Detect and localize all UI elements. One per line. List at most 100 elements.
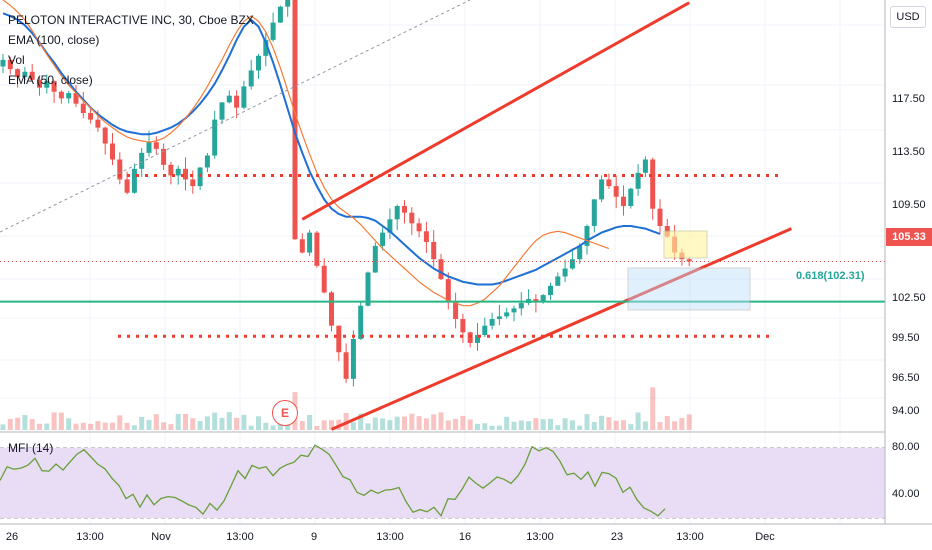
time-tick: 13:00: [526, 531, 554, 543]
time-tick: 13:00: [676, 531, 704, 543]
candle: [168, 164, 174, 176]
price-tick: 113.50: [892, 145, 925, 158]
volume-bar: [44, 423, 50, 430]
volume-bar: [504, 416, 510, 430]
price-tick: 109.50: [892, 199, 926, 212]
volume-bar: [51, 412, 57, 430]
volume-bar: [190, 418, 196, 430]
volume-bar: [212, 412, 218, 430]
volume-bar: [73, 423, 79, 430]
volume-bar: [621, 420, 626, 430]
mfi-band: [0, 447, 885, 519]
volume-bar: [467, 419, 473, 430]
volume-bar: [409, 413, 415, 430]
candle: [365, 272, 371, 306]
volume-bar: [263, 422, 269, 430]
candle: [475, 334, 480, 343]
volume-bar: [153, 414, 159, 430]
volume-bar: [270, 425, 276, 430]
ema100-legend[interactable]: EMA (100, close): [8, 33, 100, 47]
volume-bar: [95, 421, 101, 430]
volume-bar: [511, 421, 517, 430]
volume-bar: [489, 425, 495, 430]
time-tick: Nov: [151, 531, 171, 543]
volume-bar: [613, 420, 619, 430]
volume-bar: [686, 414, 692, 430]
volume-bar: [146, 419, 152, 430]
channel-lower: [330, 227, 793, 431]
volume-bar: [314, 425, 320, 430]
volume-bar: [387, 420, 393, 430]
candle: [314, 232, 320, 266]
candle: [650, 159, 656, 209]
volume-bar: [380, 418, 386, 430]
candle: [153, 142, 159, 149]
volume-bar: [423, 418, 429, 430]
candle: [307, 232, 313, 253]
candle: [263, 39, 269, 56]
candle: [402, 206, 407, 213]
volume-bar: [577, 425, 583, 430]
volume-bar: [7, 418, 13, 430]
candle: [234, 95, 240, 108]
volume-bar: [642, 421, 648, 430]
candle: [336, 325, 342, 353]
candle: [628, 188, 634, 207]
price-tick: 102.50: [892, 292, 926, 305]
candle: [518, 303, 524, 309]
candle: [350, 338, 356, 379]
price-tick: 96.50: [892, 371, 920, 384]
candle: [423, 231, 429, 242]
last-price-label: 105.33: [886, 228, 932, 246]
candle: [29, 71, 35, 80]
candle: [73, 93, 79, 104]
candle: [204, 155, 210, 168]
volume-bar: [569, 420, 575, 430]
candle: [613, 186, 619, 197]
symbol-title[interactable]: PELOTON INTERACTIVE INC, 30, Cboe BZX: [8, 13, 254, 27]
volume-bar: [394, 416, 400, 430]
candle: [277, 6, 283, 23]
entry-box: [663, 230, 708, 259]
candle: [256, 55, 261, 71]
candle: [80, 103, 86, 113]
drawings[interactable]: [0, 1, 885, 431]
volume-bar: [37, 423, 42, 430]
volume-bar: [584, 414, 590, 430]
candle: [343, 352, 349, 379]
candle: [88, 112, 94, 120]
volume-bar: [372, 417, 378, 430]
volume-legend[interactable]: Vol: [8, 53, 25, 67]
volume-bar: [256, 416, 261, 430]
candle: [110, 143, 115, 160]
candle: [248, 70, 254, 87]
volume-bar: [599, 415, 605, 430]
volume-bar: [197, 420, 203, 430]
candle: [37, 79, 42, 88]
candle: [387, 219, 393, 233]
currency-button[interactable]: USD: [890, 6, 926, 28]
volume-bar: [299, 421, 305, 430]
candle: [285, 0, 291, 7]
ema50-legend[interactable]: EMA (50, close): [8, 73, 93, 87]
candle: [299, 239, 305, 253]
volume-bar: [102, 422, 108, 430]
volume-bar: [226, 412, 232, 430]
earnings-marker[interactable]: E: [272, 400, 298, 426]
candle: [270, 22, 276, 40]
candle: [482, 325, 488, 335]
candle: [292, 0, 298, 240]
volume-bar: [445, 420, 451, 430]
legend: PELOTON INTERACTIVE INC, 30, Cboe BZX EM…: [8, 10, 254, 90]
volume-bar: [219, 417, 225, 430]
candles: [0, 0, 692, 387]
volume-bar: [0, 424, 6, 430]
time-tick: 13:00: [376, 531, 404, 543]
candle: [489, 319, 495, 326]
candle: [569, 259, 575, 269]
time-tick: 26: [5, 531, 19, 543]
volume-bar: [628, 424, 634, 430]
mfi-legend[interactable]: MFI (14): [8, 441, 54, 455]
candle: [7, 59, 13, 70]
